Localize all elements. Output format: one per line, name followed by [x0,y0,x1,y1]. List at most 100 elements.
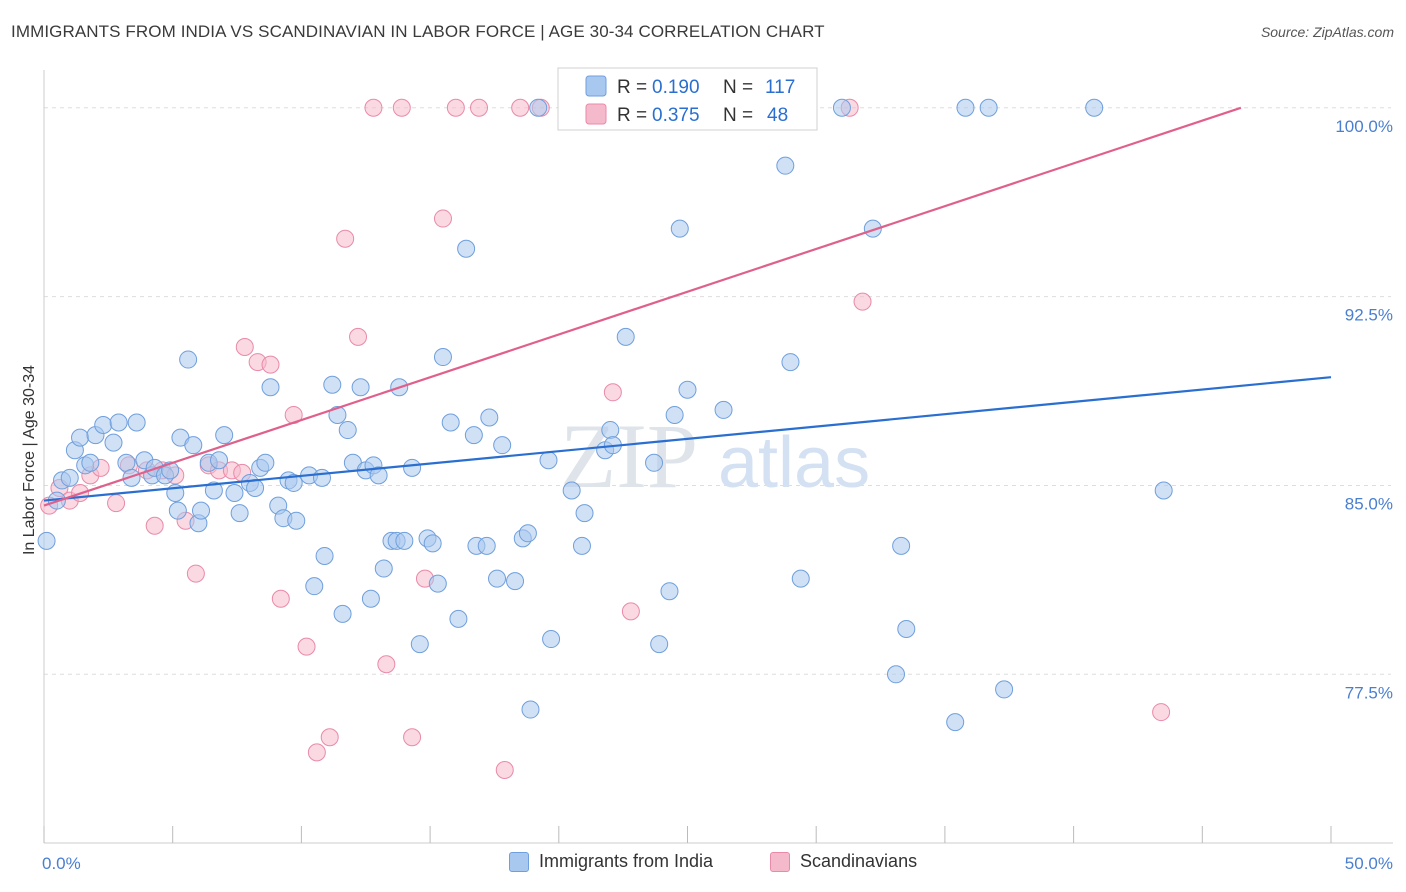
scandinavians-point-27 [349,327,368,346]
scandinavians-point-26 [336,229,355,248]
india-point-26 [192,501,211,520]
india-point-107 [892,536,911,555]
legend-r-label-scandinavians: R = [617,105,647,126]
y-tick-label-3: 77.5% [1345,683,1393,702]
india-point-45 [312,468,331,487]
india-point-70 [457,239,476,258]
scandinavians-point-25 [320,728,339,747]
trendlines [43,106,1332,507]
india-point-84 [562,481,581,500]
india-point-102 [781,353,800,372]
india-point-94 [650,635,669,654]
india-point-73 [477,536,496,555]
india-point-57 [374,559,393,578]
axes [43,70,1393,844]
legend-n-label-india: N = [723,77,753,98]
legend-r-label-india: R = [617,77,647,98]
india-point-105 [863,219,882,238]
india-point-96 [665,405,684,424]
scandinavians-point-37 [511,98,530,117]
india-point-110 [956,98,975,117]
scandinavians-point-33 [433,209,452,228]
india-point-12 [117,453,136,472]
legend-top: R = 0.190 N = 117 R = 0.375 N = 48 [557,67,818,131]
scandinavians-point-21 [271,589,290,608]
india-point-85 [572,536,591,555]
india-point-83 [542,630,561,649]
legend-swatch-india [585,75,607,97]
india-point-75 [488,569,507,588]
scandinavians-point-45 [853,292,872,311]
india-point-42 [287,511,306,530]
scandinavians-point-35 [470,98,489,117]
watermark: ZIP atlas [560,405,870,507]
india-point-28 [204,481,223,500]
india-point-3 [60,468,79,487]
india-point-113 [1085,98,1104,117]
india-point-80 [521,700,540,719]
scandinavians-point-18 [235,337,254,356]
scandinavians-point-31 [403,728,422,747]
india-point-97 [670,219,689,238]
india-point-56 [369,466,388,485]
india-point-41 [284,473,303,492]
india-point-114 [1154,481,1173,500]
india-point-82 [539,451,558,470]
legend-swatch-scandinavians [585,103,607,125]
scandinavians-point-41 [621,602,640,621]
india-point-65 [423,534,442,553]
scandinavians-point-40 [603,383,622,402]
india-point-37 [261,378,280,397]
india-trendline [43,376,1332,502]
scandinavians-point-28 [364,98,383,117]
legend-r-value-india: 0.190 [652,77,700,98]
x-tick-label-0: 0.0% [42,854,81,873]
india-point-91 [616,327,635,346]
india-point-77 [506,572,525,591]
india-point-89 [601,421,620,440]
india-point-76 [493,436,512,455]
tick-labels: 100.0% 92.5% 85.0% 77.5% 0.0% 50.0% [42,117,1393,873]
india-point-31 [225,484,244,503]
india-point-48 [328,405,347,424]
india-point-68 [441,413,460,432]
india-point-66 [428,574,447,593]
india-point-95 [660,582,679,601]
india-point-13 [122,468,141,487]
india-point-111 [979,98,998,117]
india-point-49 [333,604,352,623]
india-point-69 [449,609,468,628]
india-point-34 [246,478,265,497]
india-point-63 [410,635,429,654]
scandinavians-point-13 [186,564,205,583]
legend-swatch-india-bottom [509,851,529,872]
india-point-101 [776,156,795,175]
watermark-atlas: atlas [718,423,870,503]
india-point-99 [714,400,733,419]
source-label: Source: ZipAtlas.com [1260,24,1394,40]
india-point-74 [480,408,499,427]
chart-title: IMMIGRANTS FROM INDIA VS SCANDINAVIAN IN… [11,22,825,41]
india-point-71 [464,426,483,445]
india-point-108 [897,619,916,638]
legend-item-scandinavians: Scandinavians [770,851,917,872]
legend-n-label-scandinavians: N = [723,105,753,126]
legend-n-value-scandinavians: 48 [767,105,788,126]
y-tick-label-2: 85.0% [1345,494,1393,513]
legend-label-scandinavians: Scandinavians [800,851,918,871]
india-point-112 [995,680,1014,699]
india-point-7 [81,453,100,472]
scandinavians-point-34 [446,98,465,117]
legend-label-india: Immigrants from India [539,851,714,871]
india-point-104 [832,98,851,117]
india-point-47 [323,375,342,394]
india-point-81 [529,98,548,117]
legend-n-value-india: 117 [765,77,795,98]
india-point-21 [168,501,187,520]
india-point-106 [886,665,905,684]
scandinavians-trendline [43,106,1242,507]
legend-r-value-scandinavians: 0.375 [652,105,700,126]
y-tick-label-1: 92.5% [1345,306,1393,325]
india-point-103 [791,569,810,588]
